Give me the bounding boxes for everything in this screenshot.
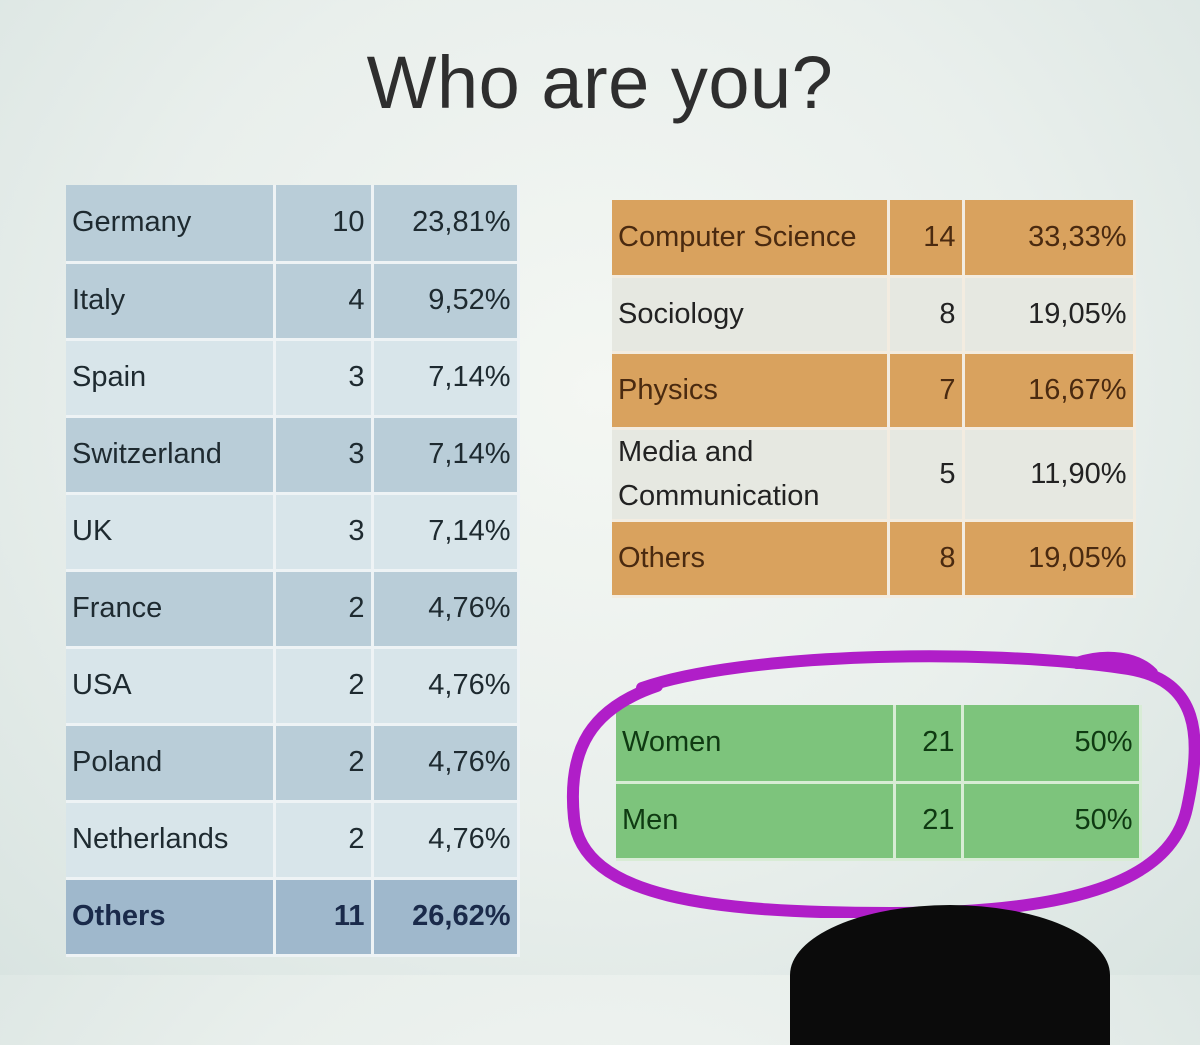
country-count: 10 <box>274 185 374 264</box>
discipline-percent: 16,67% <box>963 352 1136 430</box>
discipline-percent: 11,90% <box>963 428 1136 522</box>
country-name: Netherlands <box>66 801 276 880</box>
discipline-count: 7 <box>888 352 965 430</box>
discipline-name: Others <box>612 520 890 598</box>
discipline-table: Computer Science 14 33,33% Sociology 8 19,05… <box>612 200 1136 598</box>
gender-count: 21 <box>894 782 964 861</box>
country-name: USA <box>66 647 276 726</box>
country-table: Germany 10 23,81% Italy 4 9,52% Spain 3 7,14% … <box>66 185 520 957</box>
country-count: 11 <box>274 878 374 957</box>
table-row: Sociology 8 19,05% <box>612 276 1136 354</box>
country-name: UK <box>66 493 276 572</box>
country-name: Italy <box>66 262 276 341</box>
country-count: 4 <box>274 262 374 341</box>
country-name: Poland <box>66 724 276 803</box>
discipline-name: Computer Science <box>612 200 890 278</box>
discipline-percent: 33,33% <box>963 200 1136 278</box>
table-row: Media and Communication 5 11,90% <box>612 428 1136 522</box>
table-row: Germany 10 23,81% <box>66 185 520 264</box>
country-count: 3 <box>274 339 374 418</box>
country-count: 3 <box>274 493 374 572</box>
slide-title: Who are you? <box>366 41 834 124</box>
discipline-count: 8 <box>888 276 965 354</box>
country-percent: 4,76% <box>372 570 520 649</box>
gender-table: Women 21 50% Men 21 50% <box>616 705 1142 861</box>
country-count: 2 <box>274 724 374 803</box>
table-row: Others 11 26,62% <box>66 878 520 957</box>
gender-name: Men <box>616 782 896 861</box>
discipline-name: Physics <box>612 352 890 430</box>
discipline-name: Media and Communication <box>612 428 890 522</box>
table-row: USA 2 4,76% <box>66 647 520 726</box>
country-name: France <box>66 570 276 649</box>
table-row: Others 8 19,05% <box>612 520 1136 598</box>
gender-percent: 50% <box>962 705 1142 784</box>
country-count: 2 <box>274 647 374 726</box>
table-row: Women 21 50% <box>616 705 1142 784</box>
table-row: Switzerland 3 7,14% <box>66 416 520 495</box>
discipline-percent: 19,05% <box>963 520 1136 598</box>
country-name: Spain <box>66 339 276 418</box>
discipline-count: 8 <box>888 520 965 598</box>
country-percent: 26,62% <box>372 878 520 957</box>
country-name: Others <box>66 878 276 957</box>
table-row: Computer Science 14 33,33% <box>612 200 1136 278</box>
table-row: Netherlands 2 4,76% <box>66 801 520 880</box>
table-row: Poland 2 4,76% <box>66 724 520 803</box>
country-percent: 4,76% <box>372 724 520 803</box>
table-row: UK 3 7,14% <box>66 493 520 572</box>
table-row: France 2 4,76% <box>66 570 520 649</box>
discipline-count: 14 <box>888 200 965 278</box>
country-count: 2 <box>274 570 374 649</box>
country-percent: 4,76% <box>372 801 520 880</box>
country-percent: 4,76% <box>372 647 520 726</box>
country-percent: 7,14% <box>372 339 520 418</box>
country-percent: 7,14% <box>372 416 520 495</box>
audience-head-silhouette <box>790 905 1110 1045</box>
country-percent: 23,81% <box>372 185 520 264</box>
discipline-name: Sociology <box>612 276 890 354</box>
table-row: Men 21 50% <box>616 782 1142 861</box>
gender-count: 21 <box>894 705 964 784</box>
discipline-count: 5 <box>888 428 965 522</box>
country-count: 2 <box>274 801 374 880</box>
table-row: Spain 3 7,14% <box>66 339 520 418</box>
country-name: Switzerland <box>66 416 276 495</box>
discipline-percent: 19,05% <box>963 276 1136 354</box>
table-row: Physics 7 16,67% <box>612 352 1136 430</box>
gender-name: Women <box>616 705 896 784</box>
table-row: Italy 4 9,52% <box>66 262 520 341</box>
country-name: Germany <box>66 185 276 264</box>
country-percent: 9,52% <box>372 262 520 341</box>
gender-percent: 50% <box>962 782 1142 861</box>
country-count: 3 <box>274 416 374 495</box>
country-percent: 7,14% <box>372 493 520 572</box>
